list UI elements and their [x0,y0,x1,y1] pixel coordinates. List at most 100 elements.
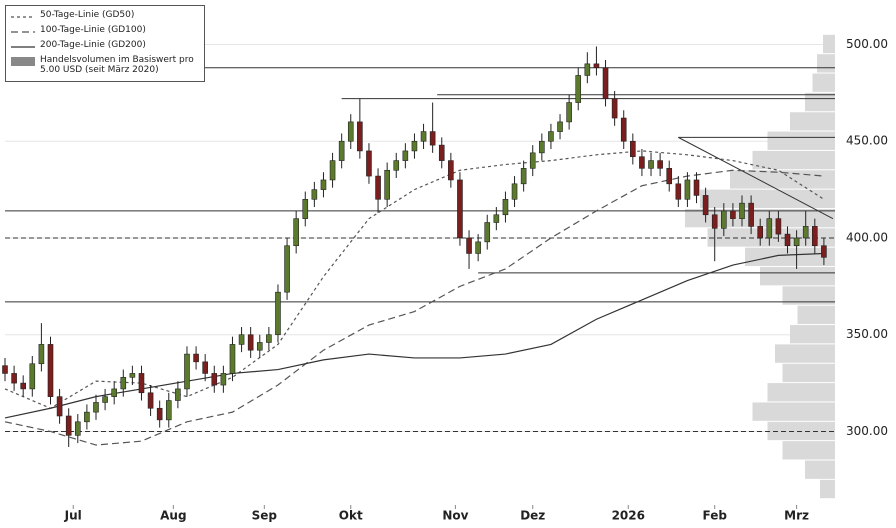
candle-body [429,131,436,146]
candle-body [2,365,8,374]
candle-body [247,334,254,351]
legend-swatch [11,16,35,18]
y-tick-label: 300.00 [846,424,888,438]
candle-body [47,344,54,397]
candle-body [648,160,654,169]
candle-body [193,353,199,363]
candle-body [611,98,618,119]
candle-body [639,156,645,169]
candle-body [766,218,773,239]
candle-body [311,189,318,200]
candle-body [721,210,727,229]
candle-body [102,396,108,403]
candle-body [366,150,372,177]
y-tick-label: 450.00 [846,134,888,148]
candle-body [584,63,591,76]
legend-label: 50-Tage-Linie (GD50) [40,10,135,20]
legend-label: Handelsvolumen im Basiswert pro 5.00 USD… [40,55,194,75]
candle-body [211,373,218,386]
x-tick-label: Jul [64,509,82,523]
candle-body [284,245,290,293]
candle-body [111,388,117,397]
volume-bar [760,267,835,286]
candle-body [338,140,345,161]
candle-body [448,160,454,181]
candle-body [184,353,190,390]
candle-body [256,342,263,351]
legend-entry: 50-Tage-Linie (GD50) [10,10,200,22]
candle-body [165,400,172,421]
candle-body [775,218,782,235]
candle-body [38,344,45,365]
candle-body [502,198,509,216]
candle-body [548,131,554,142]
volume-bar [790,112,835,131]
candle-body [711,214,718,229]
candle-body [329,160,336,181]
candle-body [620,117,627,142]
candle-body [138,373,145,394]
candle-body [320,179,327,190]
volume-bar [782,363,835,383]
candle-body [175,388,181,401]
candle-body [202,361,208,374]
candle-body [238,334,245,345]
candle-body [402,150,409,161]
candle-body [29,363,36,390]
volume-bar [805,92,835,112]
volume-bar [817,54,835,73]
candle-body [74,421,81,436]
volume-bar [767,383,835,402]
moving-average [4,150,825,409]
candle-body [684,179,691,200]
candle-body [666,168,673,185]
candle-body [529,152,536,169]
legend: 50-Tage-Linie (GD50) 100-Tage-Linie (GD10… [5,5,205,82]
x-tick-label: Nov [442,509,468,523]
x-tick-label: Aug [160,509,186,523]
legend-swatch [11,46,35,48]
volume-bar [823,34,835,54]
candle-body [693,179,700,196]
candle-body [757,226,764,239]
candle-body [384,169,390,200]
candle-body [266,334,272,343]
legend-swatch [11,57,35,66]
x-tick-label: Feb [702,509,727,523]
candle-body [575,75,582,103]
candle-body [93,402,99,413]
candle-body [475,241,481,254]
candle-body [229,344,236,374]
volume-bar [752,402,835,421]
candle-body [84,411,90,423]
candle-body [802,226,809,239]
volume-bar [797,305,835,325]
candle-body [739,202,745,219]
legend-box [11,57,35,66]
candle-body [784,233,791,247]
volume-bar [752,150,835,170]
candle-body [493,214,500,223]
y-tick-label: 350.00 [846,327,888,341]
candle-body [129,373,136,378]
volume-bar [767,131,835,150]
candle-body [275,291,281,336]
candle-body [793,237,800,247]
candle-body [220,373,227,386]
x-tick-label: Dez [520,509,545,523]
volume-bar [782,286,835,305]
candle-body [302,198,309,219]
candle-body [630,140,636,158]
volume-bar [745,247,835,267]
x-tick-label: Okt [339,509,363,523]
volume-bar [805,460,835,479]
candle-body [602,67,609,99]
candle-body [56,396,63,417]
candle-body [293,218,299,247]
candle-body [539,140,545,154]
candle-body [347,121,354,142]
candle-body [393,160,400,171]
legend-entry: 200-Tage-Linie (GD200) [10,40,200,52]
candle-body [520,168,527,185]
